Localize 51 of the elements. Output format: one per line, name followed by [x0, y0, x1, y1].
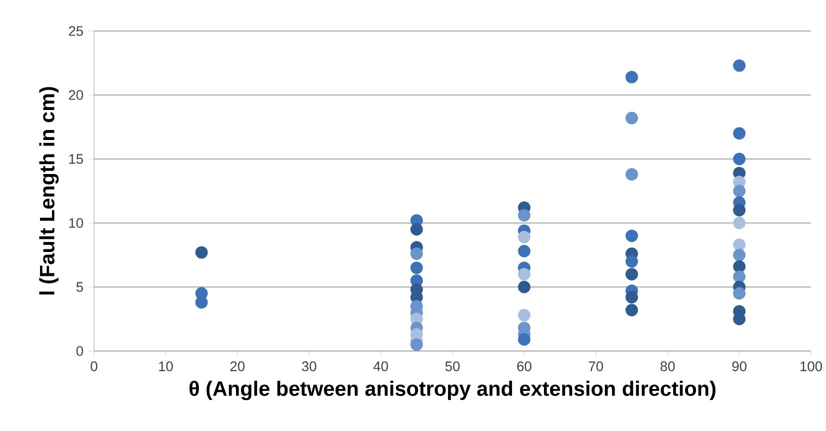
point [518, 308, 530, 322]
point [518, 244, 530, 258]
point [733, 152, 746, 166]
x-tick-label: 90 [732, 361, 746, 372]
point [733, 59, 746, 72]
point [733, 127, 746, 140]
x-tick-label: 100 [800, 361, 822, 372]
x-tick-label: 80 [660, 361, 675, 372]
point [410, 338, 423, 351]
point [733, 248, 746, 262]
x-tick-label: 40 [373, 361, 388, 372]
x-tick-label: 70 [588, 361, 604, 372]
y-axis-title: l (Fault Length in cm) [39, 87, 59, 294]
point [733, 204, 746, 216]
x-tick-label: 30 [302, 361, 316, 372]
point [733, 184, 746, 198]
x-tick-label: 50 [445, 361, 460, 372]
point [518, 268, 530, 280]
point [733, 238, 746, 251]
y-tick-label: 5 [76, 282, 83, 292]
point [410, 223, 423, 236]
point [518, 209, 530, 222]
y-tick-label: 20 [68, 90, 84, 100]
point [626, 112, 638, 124]
y-tick-label: 10 [69, 218, 84, 228]
point [733, 287, 746, 300]
point [626, 168, 638, 181]
y-tick-label: 15 [69, 154, 83, 164]
y-tick-label: 25 [68, 26, 83, 36]
x-axis-title: θ (Angle between anisotropy and extension direction) [189, 380, 716, 400]
point [733, 270, 746, 283]
point [733, 260, 746, 273]
x-tick-label: 0 [90, 361, 98, 372]
point [195, 296, 208, 309]
point [410, 247, 423, 260]
point [626, 268, 638, 280]
point [195, 246, 208, 259]
point [518, 333, 530, 346]
point [626, 230, 638, 242]
point [626, 304, 638, 316]
point [518, 230, 530, 244]
point [626, 291, 638, 304]
x-tick-label: 20 [230, 361, 245, 372]
point [626, 70, 638, 84]
y-tick-label: 0 [76, 346, 84, 356]
x-tick-label: 10 [159, 361, 173, 372]
point [733, 216, 746, 230]
point [518, 280, 530, 294]
x-tick-label: 60 [517, 361, 532, 372]
point [626, 255, 638, 268]
point [410, 262, 423, 274]
